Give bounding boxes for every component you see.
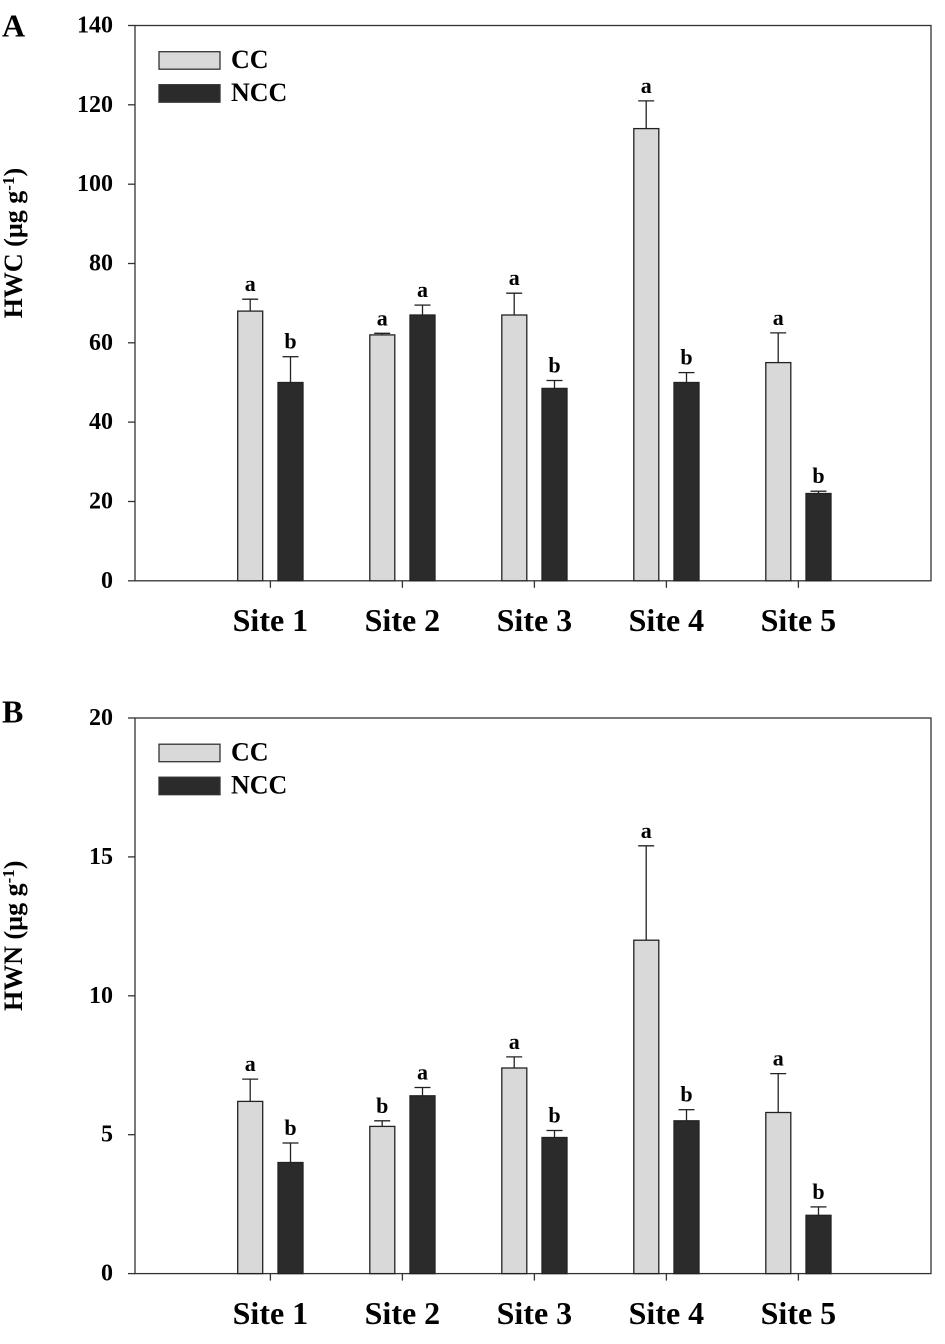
svg-text:b: b bbox=[812, 463, 824, 488]
svg-text:Site 5: Site 5 bbox=[761, 1295, 837, 1331]
svg-text:a: a bbox=[377, 305, 388, 330]
svg-text:60: 60 bbox=[89, 330, 113, 356]
svg-text:Site 3: Site 3 bbox=[497, 1295, 573, 1331]
svg-text:Site 2: Site 2 bbox=[365, 602, 441, 638]
svg-text:CC: CC bbox=[231, 45, 269, 74]
svg-text:b: b bbox=[376, 1093, 388, 1118]
svg-text:a: a bbox=[773, 1046, 784, 1071]
svg-text:a: a bbox=[417, 1060, 428, 1085]
svg-text:0: 0 bbox=[101, 1261, 113, 1287]
svg-text:140: 140 bbox=[77, 13, 113, 39]
svg-text:0: 0 bbox=[101, 568, 113, 594]
svg-text:NCC: NCC bbox=[231, 771, 287, 800]
svg-text:a: a bbox=[773, 305, 784, 330]
svg-text:Site 4: Site 4 bbox=[629, 1295, 705, 1331]
svg-text:Site 4: Site 4 bbox=[629, 602, 705, 638]
svg-text:a: a bbox=[641, 73, 652, 98]
svg-text:a: a bbox=[641, 818, 652, 843]
svg-text:20: 20 bbox=[89, 489, 113, 515]
svg-text:b: b bbox=[284, 1115, 296, 1140]
svg-text:b: b bbox=[680, 1082, 692, 1107]
svg-text:10: 10 bbox=[89, 983, 113, 1009]
svg-text:A: A bbox=[2, 8, 25, 44]
svg-text:15: 15 bbox=[89, 844, 113, 870]
svg-text:Site 3: Site 3 bbox=[497, 602, 573, 638]
svg-text:Site 1: Site 1 bbox=[233, 1295, 309, 1331]
svg-text:b: b bbox=[548, 1103, 560, 1128]
svg-text:b: b bbox=[680, 345, 692, 370]
svg-text:Site 5: Site 5 bbox=[761, 602, 837, 638]
svg-text:120: 120 bbox=[77, 92, 113, 118]
svg-text:Site 1: Site 1 bbox=[233, 602, 309, 638]
svg-text:20: 20 bbox=[89, 705, 113, 731]
svg-text:CC: CC bbox=[231, 738, 269, 767]
svg-text:100: 100 bbox=[77, 171, 113, 197]
svg-text:Site 2: Site 2 bbox=[365, 1295, 441, 1331]
svg-text:40: 40 bbox=[89, 409, 113, 435]
svg-text:a: a bbox=[417, 277, 428, 302]
svg-text:5: 5 bbox=[101, 1122, 113, 1148]
svg-text:NCC: NCC bbox=[231, 78, 287, 107]
svg-text:b: b bbox=[812, 1179, 824, 1204]
svg-text:a: a bbox=[509, 1029, 520, 1054]
svg-text:b: b bbox=[284, 329, 296, 354]
svg-text:a: a bbox=[509, 265, 520, 290]
svg-text:a: a bbox=[245, 1051, 256, 1076]
svg-text:B: B bbox=[2, 694, 23, 730]
svg-text:a: a bbox=[245, 271, 256, 296]
svg-text:b: b bbox=[548, 353, 560, 378]
svg-text:80: 80 bbox=[89, 251, 113, 277]
